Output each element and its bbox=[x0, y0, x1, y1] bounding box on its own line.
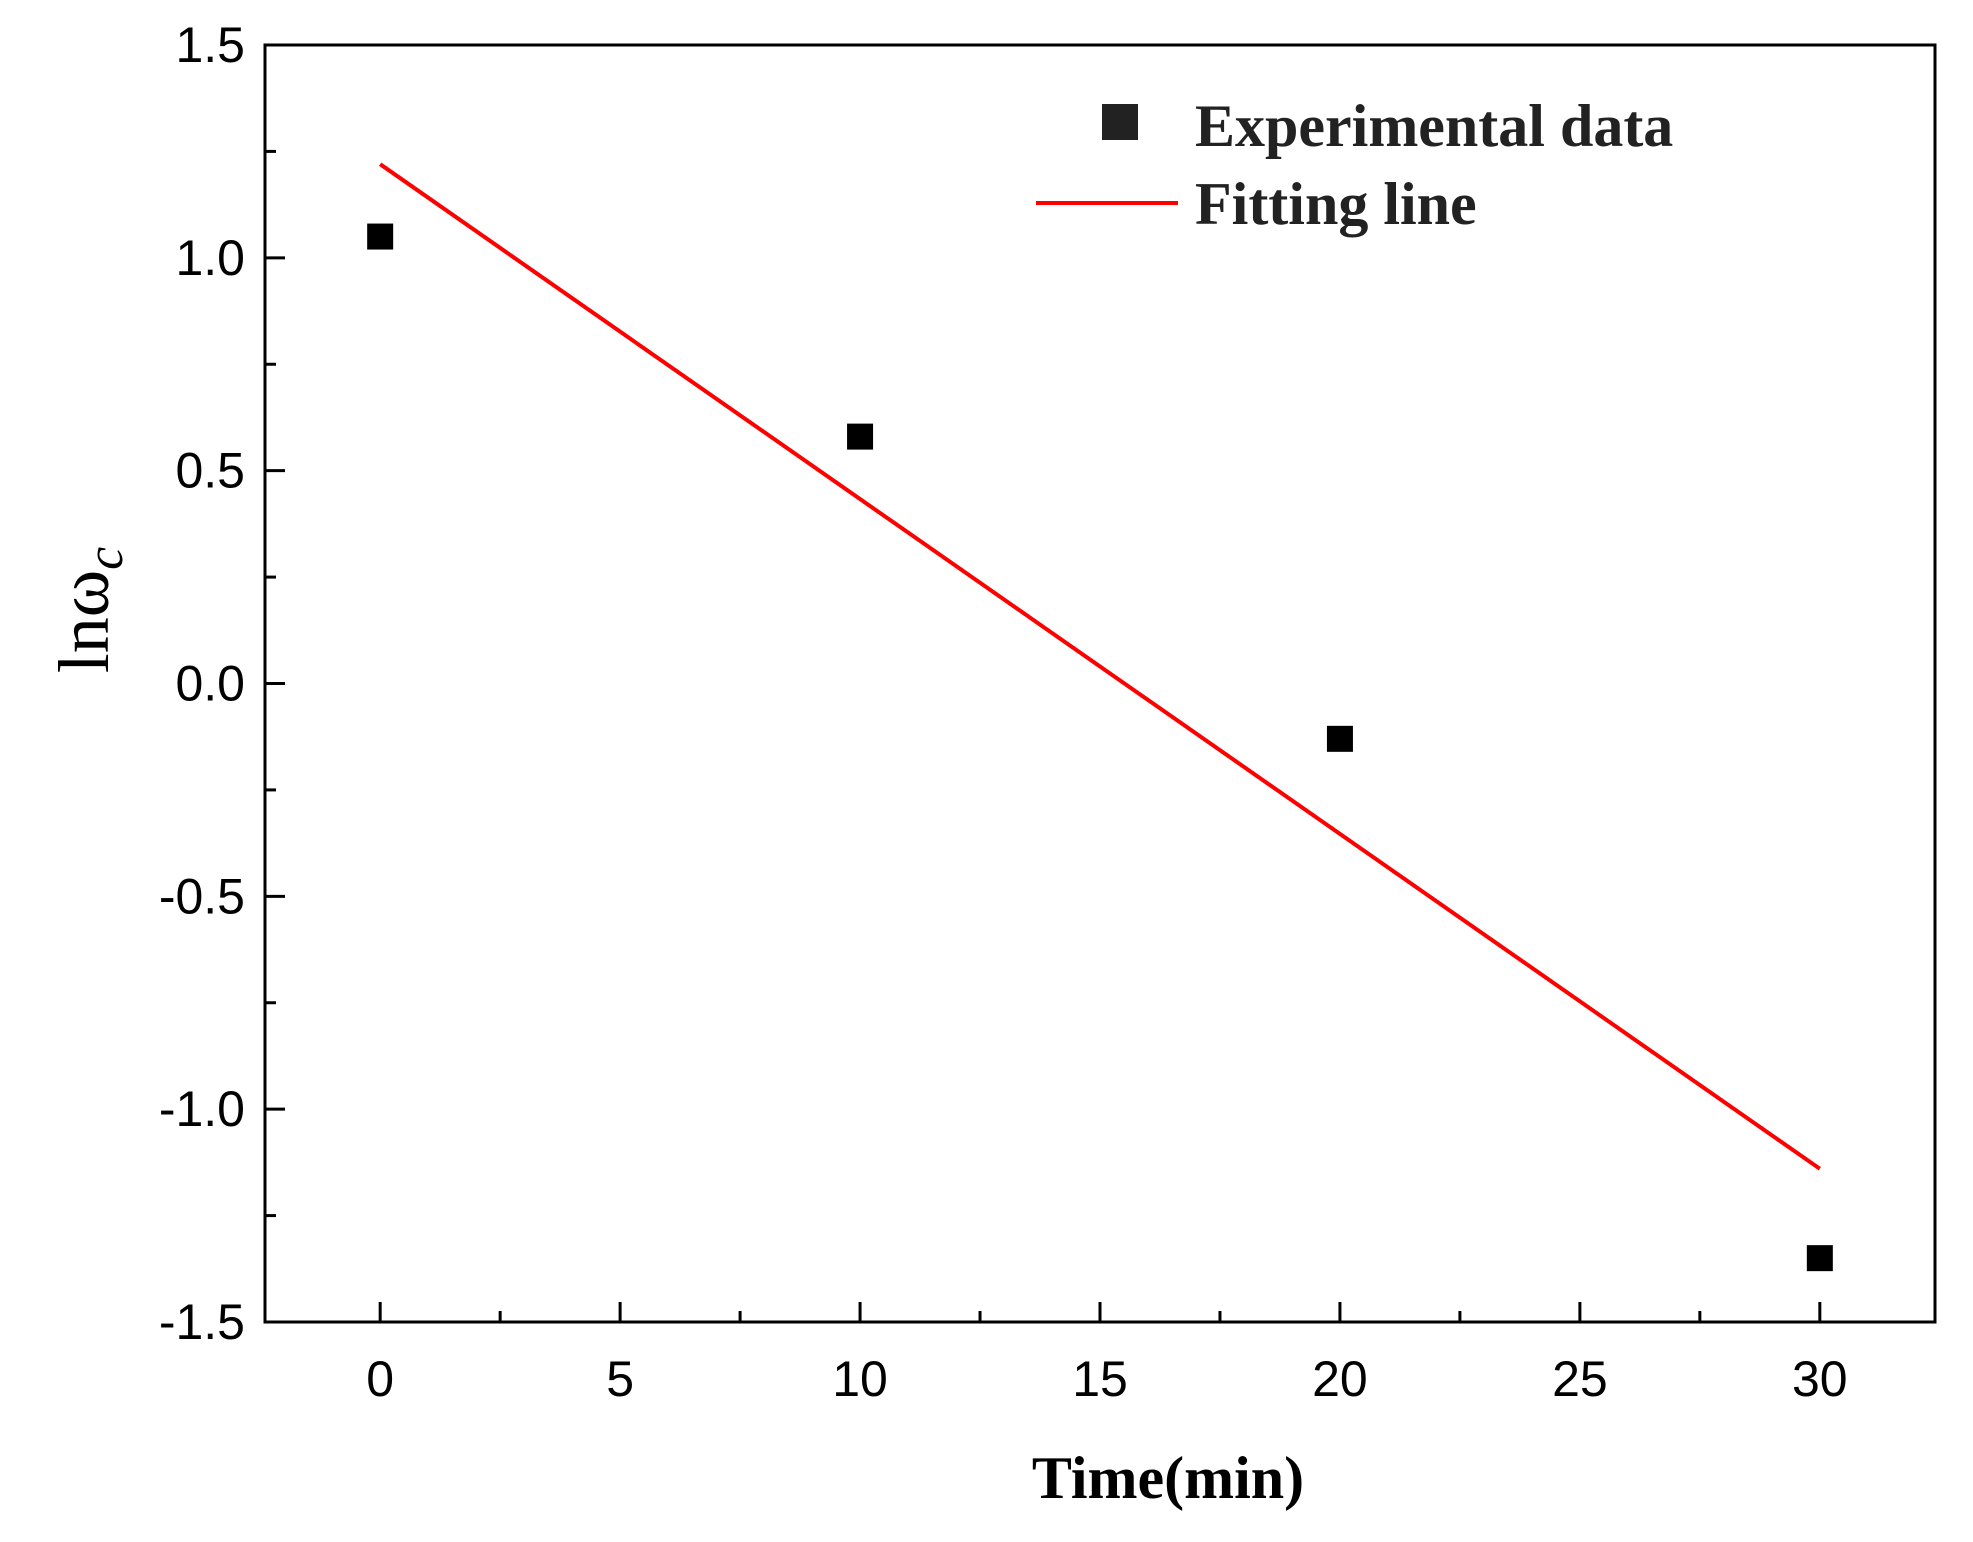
fitting-line-series bbox=[379, 162, 1821, 1171]
x-tick-label: 10 bbox=[832, 1351, 888, 1407]
axis-labels: Time(min) lnωc bbox=[44, 547, 1304, 1511]
y-tick-label: 1.0 bbox=[175, 230, 245, 286]
legend-marker-experimental bbox=[1102, 104, 1138, 140]
y-tick-label: -1.5 bbox=[159, 1294, 245, 1350]
y-axis-title-subscript: c bbox=[77, 547, 134, 570]
x-axis-title: Time(min) bbox=[1032, 1445, 1304, 1511]
x-tick-label: 5 bbox=[606, 1351, 634, 1407]
data-point bbox=[1326, 725, 1353, 752]
data-point bbox=[367, 223, 394, 250]
y-axis-title: lnωc bbox=[44, 547, 134, 674]
x-tick-label: 25 bbox=[1552, 1351, 1608, 1407]
y-tick-label: 1.5 bbox=[175, 17, 245, 73]
legend-label-experimental: Experimental data bbox=[1195, 93, 1673, 159]
y-tick-label: -1.0 bbox=[159, 1081, 245, 1137]
legend-label-fitting: Fitting line bbox=[1195, 171, 1477, 237]
x-tick-label: 20 bbox=[1312, 1351, 1368, 1407]
data-point bbox=[1806, 1245, 1833, 1272]
x-tick-label: 0 bbox=[366, 1351, 394, 1407]
data-point bbox=[847, 423, 874, 450]
fitting-line bbox=[379, 162, 1821, 1171]
x-tick-label: 30 bbox=[1792, 1351, 1848, 1407]
y-axis-title-main: lnω bbox=[44, 570, 124, 673]
axes: 0 5 10 15 20 25 30 1.5 1.0 0.5 0.0 -0.5 -1.0 -1.5 bbox=[159, 17, 1937, 1407]
y-tick-label: -0.5 bbox=[159, 868, 245, 924]
legend: Experimental data Fitting line bbox=[1036, 93, 1673, 237]
plot-frame bbox=[263, 43, 1937, 1324]
y-tick-label: 0.5 bbox=[175, 443, 245, 499]
y-tick-label: 0.0 bbox=[175, 656, 245, 712]
x-tick-label: 15 bbox=[1072, 1351, 1128, 1407]
experimental-data-series bbox=[367, 223, 1833, 1272]
